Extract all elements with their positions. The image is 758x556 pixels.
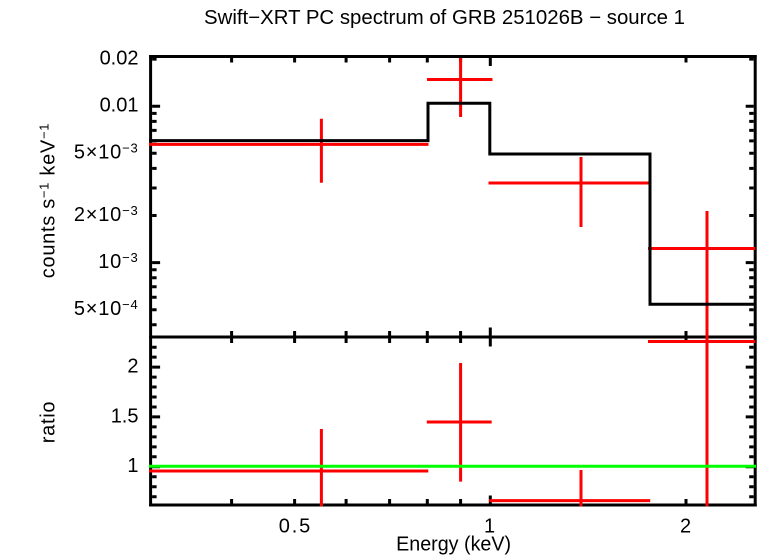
svg-text:1: 1 (484, 516, 495, 538)
svg-text:Energy (keV): Energy (keV) (396, 534, 511, 556)
svg-text:1: 1 (127, 455, 138, 477)
svg-text:5×10−4: 5×10−4 (74, 297, 139, 320)
svg-text:counts s−1 keV−1: counts s−1 keV−1 (37, 123, 60, 278)
svg-text:0.01: 0.01 (100, 95, 139, 117)
svg-text:5×10−3: 5×10−3 (74, 141, 139, 164)
svg-text:2×10−3: 2×10−3 (74, 203, 139, 226)
svg-text:1.5: 1.5 (111, 405, 139, 427)
svg-text:Swift−XRT PC spectrum of GRB 2: Swift−XRT PC spectrum of GRB 251026B − s… (204, 7, 685, 29)
svg-text:0.02: 0.02 (100, 48, 139, 70)
svg-text:ratio: ratio (38, 401, 60, 443)
svg-text:2: 2 (680, 516, 691, 538)
svg-text:2: 2 (127, 355, 138, 377)
svg-text:0.5: 0.5 (279, 516, 312, 538)
